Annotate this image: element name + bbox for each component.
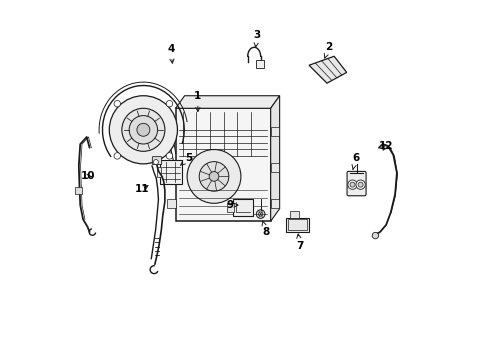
FancyBboxPatch shape bbox=[160, 160, 182, 184]
Circle shape bbox=[122, 108, 164, 151]
Circle shape bbox=[258, 212, 262, 216]
Circle shape bbox=[129, 116, 157, 144]
Circle shape bbox=[371, 232, 378, 239]
FancyBboxPatch shape bbox=[290, 211, 299, 218]
FancyBboxPatch shape bbox=[285, 218, 308, 232]
Text: 7: 7 bbox=[296, 234, 303, 251]
FancyBboxPatch shape bbox=[226, 203, 233, 212]
FancyBboxPatch shape bbox=[256, 60, 264, 68]
Circle shape bbox=[137, 123, 149, 136]
Text: 11: 11 bbox=[135, 184, 149, 194]
FancyBboxPatch shape bbox=[175, 108, 270, 221]
FancyBboxPatch shape bbox=[152, 157, 162, 165]
FancyBboxPatch shape bbox=[270, 163, 279, 172]
Circle shape bbox=[357, 182, 363, 187]
Circle shape bbox=[256, 210, 264, 219]
Circle shape bbox=[199, 162, 228, 191]
Circle shape bbox=[114, 153, 120, 159]
Circle shape bbox=[347, 180, 356, 189]
Polygon shape bbox=[308, 56, 346, 83]
Text: 6: 6 bbox=[351, 153, 359, 169]
Text: 12: 12 bbox=[378, 141, 393, 151]
Text: 3: 3 bbox=[253, 30, 260, 47]
FancyBboxPatch shape bbox=[75, 187, 82, 194]
Circle shape bbox=[166, 153, 172, 159]
FancyBboxPatch shape bbox=[270, 199, 279, 208]
Circle shape bbox=[355, 180, 365, 189]
Text: 2: 2 bbox=[324, 42, 332, 58]
FancyBboxPatch shape bbox=[157, 167, 161, 177]
FancyBboxPatch shape bbox=[346, 171, 366, 196]
Circle shape bbox=[153, 159, 158, 165]
FancyBboxPatch shape bbox=[167, 163, 175, 172]
FancyBboxPatch shape bbox=[287, 220, 306, 230]
Text: 9: 9 bbox=[226, 200, 238, 210]
Text: 5: 5 bbox=[180, 153, 192, 165]
FancyBboxPatch shape bbox=[233, 199, 252, 216]
FancyBboxPatch shape bbox=[167, 127, 175, 136]
Polygon shape bbox=[175, 96, 279, 108]
Text: 4: 4 bbox=[167, 44, 174, 63]
Polygon shape bbox=[270, 96, 279, 221]
Circle shape bbox=[114, 100, 120, 107]
FancyBboxPatch shape bbox=[270, 127, 279, 136]
Circle shape bbox=[349, 182, 354, 187]
Text: 10: 10 bbox=[81, 171, 96, 181]
FancyBboxPatch shape bbox=[167, 199, 175, 208]
Text: 1: 1 bbox=[194, 91, 201, 112]
Circle shape bbox=[187, 149, 241, 203]
Circle shape bbox=[209, 172, 219, 181]
Circle shape bbox=[109, 96, 177, 164]
Text: 8: 8 bbox=[262, 221, 269, 237]
Circle shape bbox=[166, 100, 172, 107]
